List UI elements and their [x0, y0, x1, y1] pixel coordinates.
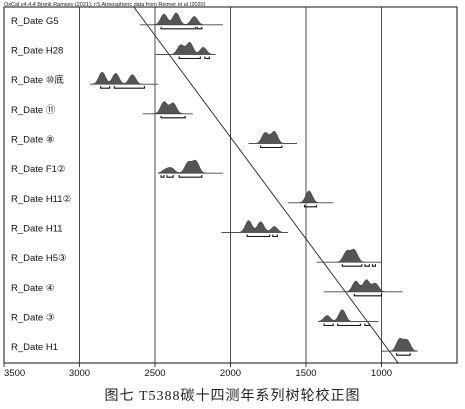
- hpd-range-bracket: [178, 175, 203, 178]
- hpd-range-bracket: [337, 323, 361, 327]
- hpd-range-bracket: [196, 26, 203, 30]
- sample-label: R_Date ⑩底: [11, 74, 64, 86]
- sample-row: R_Date H5③: [11, 248, 382, 267]
- probability-distribution: [248, 130, 297, 144]
- sample-label: R_Date H1: [11, 342, 58, 353]
- sample-row: R_Date G5: [11, 12, 223, 30]
- x-tick-label: 1000: [371, 368, 392, 379]
- probability-distribution: [155, 42, 216, 55]
- sample-row: R_Date ⑪: [11, 101, 193, 119]
- sample-label: R_Date H11: [11, 224, 63, 235]
- grid-lines: [79, 7, 382, 363]
- probability-distribution: [323, 279, 404, 293]
- diagonal-line: [133, 6, 399, 364]
- hpd-range-bracket: [272, 234, 278, 238]
- sample-row: R_Date ⑧: [11, 130, 297, 149]
- probability-distribution: [316, 248, 382, 263]
- hpd-range-bracket: [260, 145, 283, 149]
- sample-label: R_Date ④: [11, 283, 55, 294]
- sample-row: R_Date ④: [11, 279, 404, 297]
- probability-distribution: [157, 159, 223, 174]
- sample-row: R_Date ③: [11, 309, 379, 327]
- hpd-range-bracket: [341, 264, 363, 267]
- hpd-range-bracket: [303, 204, 318, 208]
- hpd-range-bracket: [246, 234, 271, 238]
- sample-label: R_Date ⑧: [11, 135, 55, 146]
- probability-distribution: [317, 309, 379, 322]
- chart-header-note: OxCal v4.4.4 Bronk Ramsey (2021); r:5 At…: [4, 2, 206, 8]
- sample-label: R_Date H11②: [11, 194, 72, 205]
- sample-row: R_Date ⑩底: [11, 71, 159, 89]
- figure-caption: 图七 T5388碳十四测年系列树轮校正图: [104, 389, 361, 404]
- sample-label: R_Date ⑪: [11, 105, 56, 116]
- probability-distribution: [287, 190, 334, 204]
- hpd-range-bracket: [160, 115, 186, 119]
- hpd-range-bracket: [160, 175, 165, 178]
- sample-label: R_Date F1②: [11, 164, 66, 175]
- x-tick-label: 1500: [295, 368, 316, 379]
- x-tick-label: 3500: [4, 368, 25, 379]
- probability-distribution: [381, 337, 419, 352]
- hpd-range-bracket: [166, 175, 174, 178]
- hpd-range-bracket: [100, 86, 111, 89]
- x-axis: 3500 3000 2500 2000 1500 1000: [3, 363, 392, 379]
- x-tick-label: 2000: [220, 368, 241, 379]
- sample-rows: R_Date G5 R_Date H28 R_Date ⑩底 R_Date ⑪ R_Da…: [11, 12, 419, 356]
- sample-row: R_Date H1: [11, 337, 419, 356]
- probability-distribution: [89, 71, 159, 85]
- hpd-range-bracket: [364, 264, 370, 267]
- probability-distribution: [221, 220, 288, 233]
- x-tick-label: 3000: [69, 368, 90, 379]
- probability-distribution: [139, 12, 223, 26]
- hpd-range-bracket: [396, 353, 411, 356]
- sample-label: R_Date H28: [11, 46, 63, 57]
- sample-row: R_Date F1②: [11, 159, 223, 178]
- sample-row: R_Date H11②: [11, 190, 334, 208]
- hpd-range-bracket: [113, 86, 145, 89]
- hpd-range-bracket: [364, 323, 370, 327]
- sample-label: R_Date G5: [11, 16, 59, 27]
- hpd-range-bracket: [323, 323, 334, 327]
- hpd-range-bracket: [160, 26, 197, 30]
- sample-label: R_Date ③: [11, 313, 55, 324]
- x-tick-label: 2500: [144, 368, 165, 379]
- hpd-range-bracket: [371, 264, 377, 267]
- probability-distribution: [142, 101, 193, 115]
- hpd-range-bracket: [353, 293, 383, 297]
- hpd-range-bracket: [178, 56, 201, 60]
- sample-row: R_Date H28: [11, 42, 216, 60]
- hpd-range-bracket: [204, 56, 210, 60]
- sample-label: R_Date H5③: [11, 253, 67, 264]
- sample-row: R_Date H11: [11, 220, 288, 238]
